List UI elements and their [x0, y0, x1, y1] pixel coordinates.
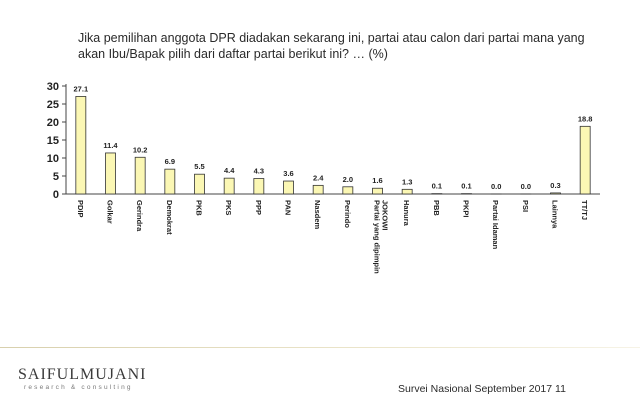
- category-label: Gerindra: [135, 200, 144, 232]
- category-label: PSI: [521, 200, 530, 212]
- bar-partai-yang-dipimpin-jokowi: [372, 187, 383, 195]
- data-label: 0.1: [461, 182, 471, 191]
- y-tick-label: 20: [47, 117, 59, 129]
- category-label: Partai yang dipimpin: [373, 200, 382, 274]
- bar-lainnya: [550, 192, 561, 195]
- category-label: PKS: [224, 200, 233, 215]
- footer-divider: [0, 347, 640, 348]
- bar-pdip: [75, 96, 87, 195]
- brand-tagline: research & consulting: [24, 384, 133, 391]
- y-tick-label: 15: [47, 135, 59, 147]
- data-label: 10.2: [133, 145, 148, 154]
- bar-gerindra: [134, 156, 146, 195]
- brand-logo: SAIFULMUJANI: [18, 366, 147, 383]
- bar-pkb: [194, 173, 205, 195]
- data-label: 0.0: [491, 182, 501, 191]
- data-label: 4.4: [224, 166, 235, 175]
- bar-demokrat: [164, 168, 176, 195]
- category-label: PKPI: [462, 200, 471, 218]
- category-label: Hanura: [402, 200, 411, 227]
- category-label: PAN: [284, 200, 293, 215]
- y-tick-label: 5: [53, 171, 59, 183]
- bar-golkar: [105, 152, 116, 195]
- data-label: 0.1: [432, 182, 442, 191]
- data-label: 5.5: [194, 162, 204, 171]
- data-label: 2.4: [313, 173, 324, 182]
- category-label: PDIP: [76, 200, 85, 218]
- data-label: 0.0: [521, 182, 531, 191]
- data-label: 4.3: [254, 167, 264, 176]
- bar-hanura: [401, 188, 413, 195]
- category-label: TT/TJ: [580, 200, 589, 220]
- data-label: 27.1: [74, 84, 89, 93]
- category-label: JOKOWI: [381, 200, 390, 230]
- data-label: 6.9: [165, 157, 175, 166]
- category-label: Perindo: [343, 200, 352, 228]
- y-tick-label: 25: [47, 99, 59, 111]
- bar-chart: 0 5 10 15 20 25 30 27.1 PDIP 11.4 Golkar 10.2 Gerind…: [47, 81, 600, 274]
- footer-note: Survei Nasional September 2017 11: [398, 383, 566, 395]
- data-label: 18.8: [578, 114, 593, 123]
- category-label: Golkar: [106, 200, 115, 224]
- y-tick-label: 30: [47, 81, 59, 93]
- data-label: 2.0: [343, 175, 353, 184]
- bar-ppp: [253, 178, 265, 195]
- bar-nasdem: [312, 184, 324, 195]
- category-label: Partai Idaman: [491, 200, 500, 250]
- category-label: PKB: [195, 200, 204, 216]
- data-label: 0.3: [550, 181, 560, 190]
- category-label: Demokrat: [165, 200, 174, 235]
- data-label: 3.6: [283, 169, 293, 178]
- y-tick-label: 0: [53, 189, 59, 201]
- category-label: PBB: [432, 200, 441, 216]
- bar-pan: [283, 180, 294, 195]
- bar-tt-tj: [579, 125, 591, 195]
- data-label: 1.3: [402, 177, 412, 186]
- category-label: Lainnya: [551, 200, 560, 229]
- bar-perindo: [342, 186, 354, 195]
- bar-pks: [223, 177, 235, 195]
- data-label: 1.6: [372, 176, 382, 185]
- category-label: PPP: [254, 200, 263, 215]
- data-label: 11.4: [103, 141, 118, 150]
- category-label: Nasdem: [313, 200, 322, 230]
- y-tick-label: 10: [47, 153, 59, 165]
- chart-title: Jika pemilihan anggota DPR diadakan seka…: [78, 31, 585, 61]
